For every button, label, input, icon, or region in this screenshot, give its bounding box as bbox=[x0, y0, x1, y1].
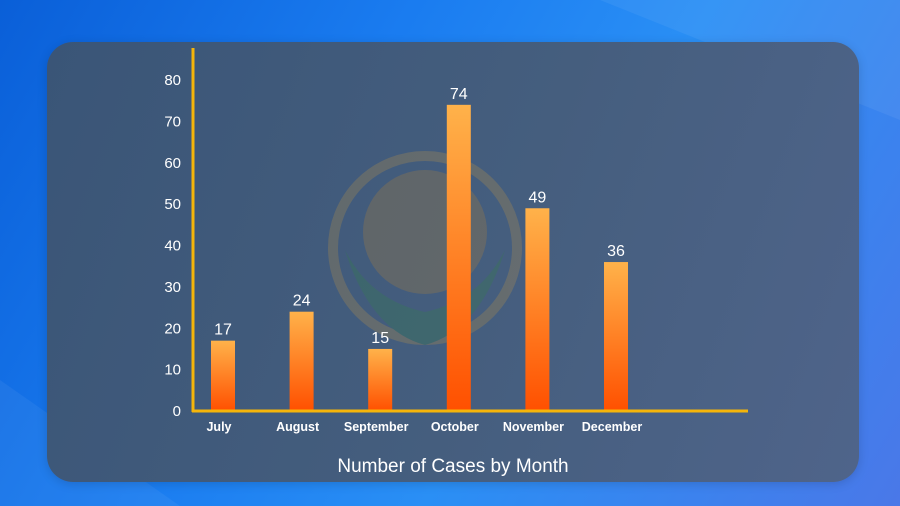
bar bbox=[525, 208, 550, 411]
bar bbox=[604, 262, 628, 411]
y-tick-label: 70 bbox=[164, 113, 181, 130]
y-axis-ticks: 0 10 20 30 40 50 60 70 80 bbox=[164, 72, 181, 420]
y-tick-label: 40 bbox=[164, 238, 181, 255]
x-tick-label: August bbox=[276, 420, 320, 434]
x-tick-label: December bbox=[582, 420, 643, 434]
x-axis-labels: July August September October November Decemb… bbox=[206, 420, 642, 434]
bars bbox=[211, 104, 628, 411]
bar-value-label: 17 bbox=[214, 322, 232, 339]
x-tick-label: November bbox=[503, 420, 564, 434]
y-tick-label: 10 bbox=[164, 362, 181, 379]
y-tick-label: 20 bbox=[164, 320, 181, 337]
bar-value-label: 15 bbox=[371, 330, 389, 347]
bar bbox=[211, 340, 235, 411]
x-tick-label: October bbox=[431, 420, 479, 434]
bar-value-label: 24 bbox=[293, 293, 311, 310]
y-tick-label: 0 bbox=[173, 403, 181, 420]
bar bbox=[446, 104, 471, 411]
data-labels: 17 24 15 74 49 36 bbox=[214, 86, 625, 347]
chart-title: Number of Cases by Month bbox=[337, 456, 568, 477]
y-tick-label: 80 bbox=[164, 72, 181, 89]
bar bbox=[289, 311, 314, 411]
watermark-logo bbox=[328, 151, 522, 345]
y-tick-label: 50 bbox=[164, 196, 181, 213]
x-tick-label: July bbox=[206, 420, 231, 434]
y-tick-label: 30 bbox=[164, 279, 181, 296]
bar-value-label: 74 bbox=[450, 86, 468, 103]
y-tick-label: 60 bbox=[164, 155, 181, 172]
bar-value-label: 49 bbox=[529, 189, 547, 206]
bar bbox=[368, 348, 393, 411]
bar-value-label: 36 bbox=[607, 243, 625, 260]
x-tick-label: September bbox=[344, 420, 409, 434]
